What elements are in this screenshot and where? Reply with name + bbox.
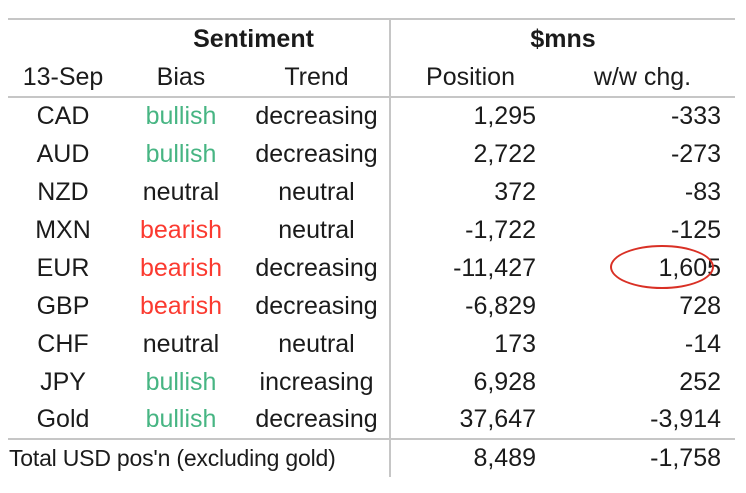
fx-positioning-table: Sentiment $mns 13-Sep Bias Trend Positio… xyxy=(8,18,736,477)
wwchg-cell: -14 xyxy=(684,329,722,358)
date-header: 13-Sep xyxy=(8,58,118,98)
table-body: CAD bullish decreasing 1,295 -333 AUD bu… xyxy=(8,97,735,439)
bias-column-header: Bias xyxy=(118,58,244,98)
column-header-row: 13-Sep Bias Trend Position w/w chg. xyxy=(8,58,736,98)
asset-cell: EUR xyxy=(36,253,90,282)
position-cell: 2,722 xyxy=(389,135,551,173)
trend-cell: decreasing xyxy=(255,291,378,320)
bias-cell: bullish xyxy=(145,367,217,396)
total-label: Total USD pos'n (excluding gold) xyxy=(8,438,391,477)
bias-cell: bullish xyxy=(145,405,217,433)
trend-cell: decreasing xyxy=(255,405,378,433)
position-cell: -11,427 xyxy=(389,249,551,287)
group-header-row: Sentiment $mns xyxy=(8,18,736,58)
wwchg-cell: -83 xyxy=(684,177,722,206)
trend-cell: neutral xyxy=(278,215,355,244)
table-row: EUR bearish decreasing -11,427 1,605 xyxy=(8,249,735,287)
bias-cell: bearish xyxy=(140,253,222,282)
bias-cell: neutral xyxy=(142,329,220,358)
bias-cell: bullish xyxy=(145,102,217,130)
bias-cell: neutral xyxy=(142,177,220,206)
table-row: MXN bearish neutral -1,722 -125 xyxy=(8,211,735,249)
table-row: GBP bearish decreasing -6,829 728 xyxy=(8,287,735,325)
asset-cell: AUD xyxy=(36,139,90,168)
trend-cell: neutral xyxy=(278,329,355,358)
wwchg-cell: -273 xyxy=(670,139,722,168)
wwchg-cell: 252 xyxy=(679,367,722,396)
blank-corner-cell xyxy=(8,18,118,58)
position-cell: -6,829 xyxy=(389,287,551,325)
table-row: AUD bullish decreasing 2,722 -273 xyxy=(8,135,735,173)
table-row: Gold bullish decreasing 37,647 -3,914 xyxy=(8,401,735,439)
trend-cell: neutral xyxy=(278,177,355,206)
bias-cell: bullish xyxy=(145,139,217,168)
total-row: Total USD pos'n (excluding gold) 8,489 -… xyxy=(8,438,736,477)
asset-cell: NZD xyxy=(37,177,89,206)
asset-cell: CHF xyxy=(37,329,89,358)
mns-group-header: $mns xyxy=(389,18,736,58)
wwchg-cell: -3,914 xyxy=(650,405,722,433)
table-row: NZD neutral neutral 372 -83 xyxy=(8,173,735,211)
position-cell: -1,722 xyxy=(389,211,551,249)
wwchg-cell: 1,605 xyxy=(658,253,722,282)
position-cell: 372 xyxy=(389,173,551,211)
trend-column-header: Trend xyxy=(244,58,391,98)
total-wwchg-value: -1,758 xyxy=(550,438,736,477)
asset-cell: CAD xyxy=(36,102,90,130)
trend-cell: decreasing xyxy=(255,139,378,168)
sentiment-group-header: Sentiment xyxy=(118,18,391,58)
position-cell: 1,295 xyxy=(389,97,551,135)
total-position-value: 8,489 xyxy=(389,438,551,477)
asset-cell: GBP xyxy=(36,291,90,320)
asset-cell: MXN xyxy=(35,215,91,244)
wwchg-column-header: w/w chg. xyxy=(550,58,736,98)
wwchg-cell: -333 xyxy=(670,102,722,130)
table-row: CAD bullish decreasing 1,295 -333 xyxy=(8,97,735,135)
asset-cell: JPY xyxy=(40,367,86,396)
position-column-header: Position xyxy=(389,58,551,98)
trend-cell: decreasing xyxy=(255,253,378,282)
position-cell: 6,928 xyxy=(389,363,551,401)
bias-cell: bearish xyxy=(140,291,222,320)
table-row: CHF neutral neutral 173 -14 xyxy=(8,325,735,363)
table-row: JPY bullish increasing 6,928 252 xyxy=(8,363,735,401)
asset-cell: Gold xyxy=(36,405,90,433)
trend-cell: increasing xyxy=(259,367,374,396)
position-cell: 37,647 xyxy=(389,401,551,439)
bias-cell: bearish xyxy=(140,215,222,244)
position-cell: 173 xyxy=(389,325,551,363)
trend-cell: decreasing xyxy=(255,102,378,130)
wwchg-cell: -125 xyxy=(670,215,722,244)
wwchg-cell: 728 xyxy=(679,291,722,320)
